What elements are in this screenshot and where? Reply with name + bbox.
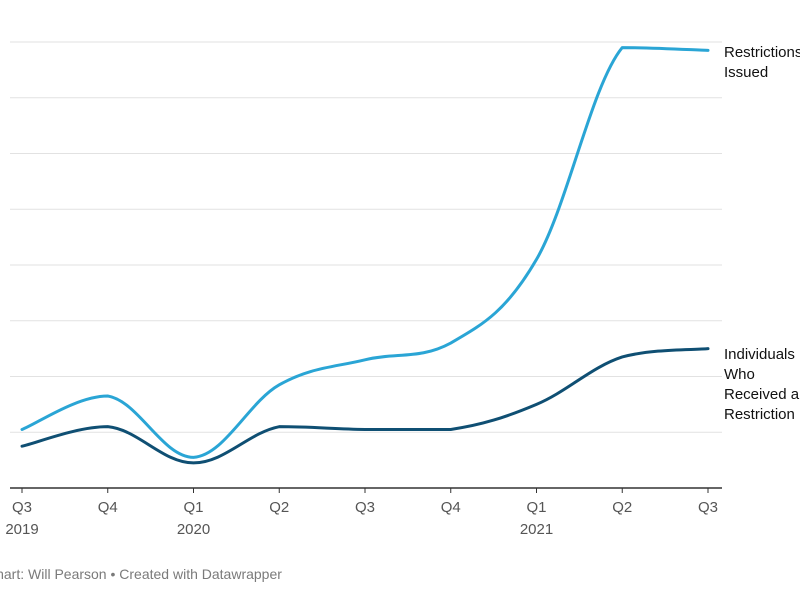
- series-label-1: Restrictions Issued: [724, 44, 800, 81]
- x-tick-label: Q1: [526, 499, 546, 516]
- series-label-line: Restrictions: [724, 44, 800, 61]
- series-line-2: [20, 347, 710, 465]
- x-tick-label: Q2: [269, 499, 289, 516]
- series-line-1: [20, 46, 710, 459]
- x-tick-label: Q3: [698, 499, 718, 516]
- x-tick-label: Q2: [612, 499, 632, 516]
- series-label-line: Restriction: [724, 406, 795, 423]
- series-label-line: Who: [724, 366, 755, 383]
- x-tick-year-label: 2021: [520, 521, 553, 538]
- x-tick-labels: Q3 2019 Q4 Q1 2020 Q2 Q3 Q4 Q1 2021 Q2 Q3: [5, 488, 718, 538]
- x-tick-label: Q1: [183, 499, 203, 516]
- chart-footer: Chart: Will Pearson • Created with Dataw…: [0, 566, 282, 582]
- series-labels: Restrictions Issued Individuals Who Received…: [724, 44, 800, 423]
- series-lines: [20, 46, 710, 465]
- x-tick-label: Q4: [441, 499, 461, 516]
- footer-credit: Chart: Will Pearson • Created with Dataw…: [0, 566, 282, 582]
- series-label-line: Received a: [724, 386, 800, 403]
- series-label-2: Individuals Who Received a Restriction: [724, 346, 800, 423]
- x-tick-label: Q3: [355, 499, 375, 516]
- x-tick-year-label: 2020: [177, 521, 210, 538]
- gridlines: [10, 41, 722, 433]
- x-tick-label: Q4: [98, 499, 118, 516]
- series-label-line: Individuals: [724, 346, 795, 363]
- series-label-line: Issued: [724, 64, 768, 81]
- x-tick-year-label: 2019: [5, 521, 38, 538]
- x-tick-label: Q3: [12, 499, 32, 516]
